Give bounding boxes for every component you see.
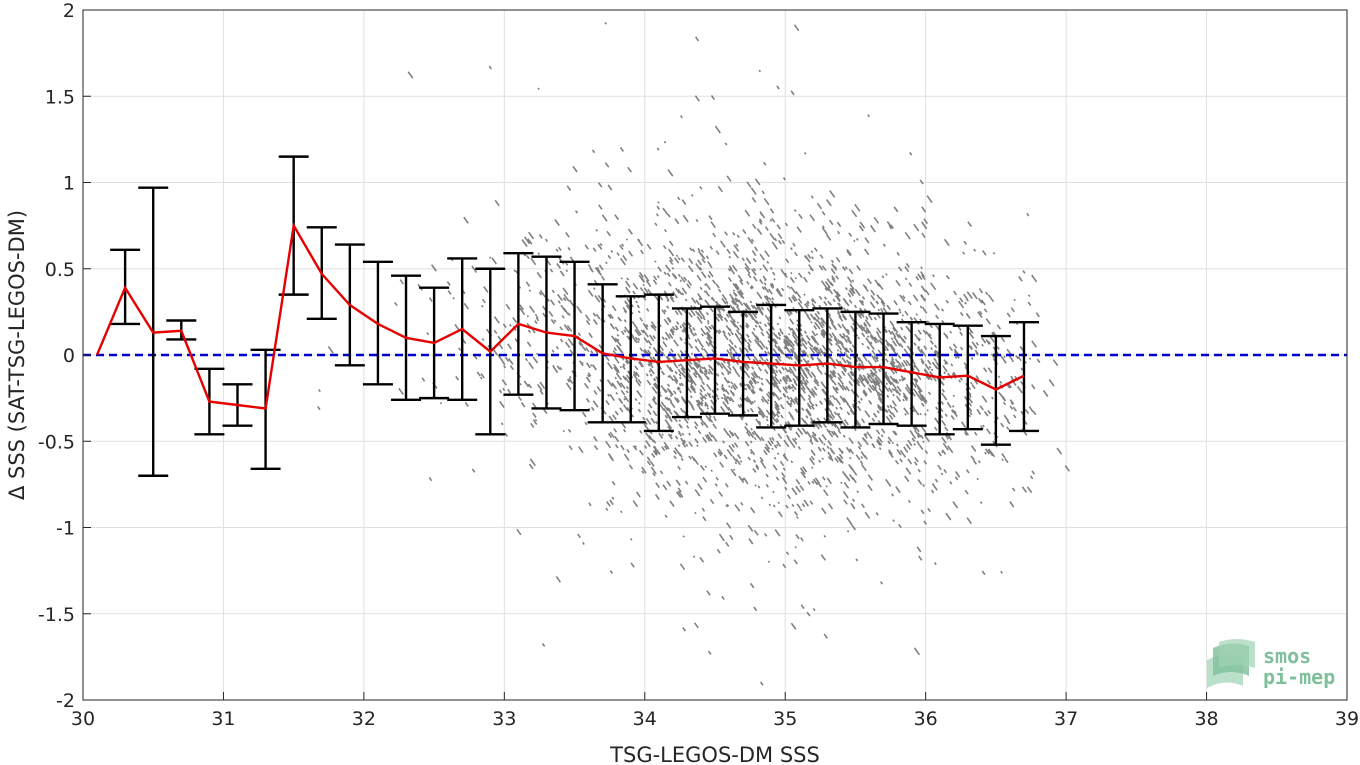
y-tick-label: -1.5 — [38, 604, 75, 626]
y-axis-label: Δ SSS (SAT-TSG-LEGOS-DM) — [5, 210, 29, 500]
x-tick-label: 35 — [773, 708, 797, 730]
y-tick-label: -1 — [56, 518, 75, 540]
x-tick-label: 30 — [71, 708, 95, 730]
x-axis-label: TSG-LEGOS-DM SSS — [609, 743, 820, 765]
error-bar — [700, 305, 730, 415]
x-tick-label: 32 — [352, 708, 376, 730]
error-bar — [784, 308, 815, 427]
mean-line — [95, 222, 1025, 410]
error-bar — [840, 310, 871, 429]
y-tick-label: 1.5 — [45, 86, 75, 108]
error-bar — [812, 307, 843, 424]
error-bar — [924, 322, 955, 436]
y-tick-label: -2 — [56, 690, 75, 712]
x-tick-label: 34 — [633, 708, 657, 730]
x-tick-label: 38 — [1194, 708, 1218, 730]
error-bar — [896, 321, 927, 427]
error-bar — [952, 324, 983, 431]
x-axis-ticks: 30 31 32 33 34 35 36 37 38 39 — [71, 692, 1359, 730]
x-tick-label: 36 — [914, 708, 938, 730]
y-tick-label: 0 — [63, 345, 75, 367]
x-tick-label: 33 — [492, 708, 516, 730]
error-bar — [868, 312, 899, 426]
y-tick-label: 2 — [63, 0, 75, 22]
x-tick-label: 37 — [1054, 708, 1078, 730]
error-bar — [671, 307, 702, 419]
y-tick-label: 1 — [63, 173, 75, 195]
error-bar — [728, 310, 759, 417]
y-axis-ticks: 2 1.5 1 0.5 0 -0.5 -1 -1.5 -2 — [38, 0, 91, 712]
logo-text-line2: pi-mep — [1263, 665, 1335, 689]
logo-waves-icon — [1207, 639, 1255, 688]
x-tick-label: 31 — [211, 708, 235, 730]
logo-text-line1: smos — [1263, 644, 1311, 668]
smos-pi-mep-logo: smos pi-mep — [1207, 639, 1335, 689]
y-tick-label: -0.5 — [38, 431, 75, 453]
error-bar — [756, 303, 787, 429]
y-tick-label: 0.5 — [45, 259, 75, 281]
x-tick-label: 39 — [1335, 708, 1359, 730]
